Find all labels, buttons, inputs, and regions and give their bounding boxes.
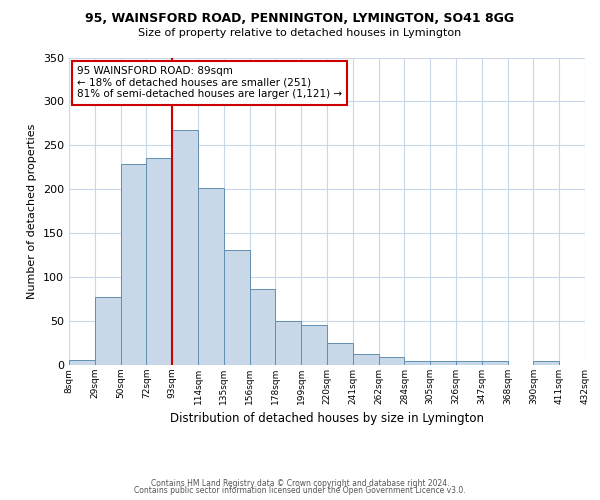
Text: Contains public sector information licensed under the Open Government Licence v3: Contains public sector information licen… (134, 486, 466, 495)
Bar (95, 298, 121, 365)
Bar (404, 360, 430, 365)
Bar (121, 164, 146, 365)
Bar (482, 362, 508, 365)
Bar (430, 360, 456, 365)
Text: Size of property relative to detached houses in Lymington: Size of property relative to detached ho… (139, 28, 461, 38)
Bar (224, 250, 250, 365)
Text: 95 WAINSFORD ROAD: 89sqm
← 18% of detached houses are smaller (251)
81% of semi-: 95 WAINSFORD ROAD: 89sqm ← 18% of detach… (77, 66, 342, 100)
Bar (275, 321, 301, 365)
Text: Contains HM Land Registry data © Crown copyright and database right 2024.: Contains HM Land Registry data © Crown c… (151, 478, 449, 488)
Bar (379, 357, 404, 365)
Bar (146, 158, 172, 365)
X-axis label: Distribution of detached houses by size in Lymington: Distribution of detached houses by size … (170, 412, 484, 426)
Bar (353, 354, 379, 365)
Bar (456, 362, 482, 365)
Bar (69, 360, 95, 365)
Bar (250, 288, 275, 365)
Bar (198, 188, 224, 365)
Bar (327, 343, 353, 365)
Bar (533, 362, 559, 365)
Bar (301, 324, 327, 365)
Y-axis label: Number of detached properties: Number of detached properties (28, 124, 37, 299)
Text: 95, WAINSFORD ROAD, PENNINGTON, LYMINGTON, SO41 8GG: 95, WAINSFORD ROAD, PENNINGTON, LYMINGTO… (85, 12, 515, 26)
Bar (172, 130, 198, 365)
